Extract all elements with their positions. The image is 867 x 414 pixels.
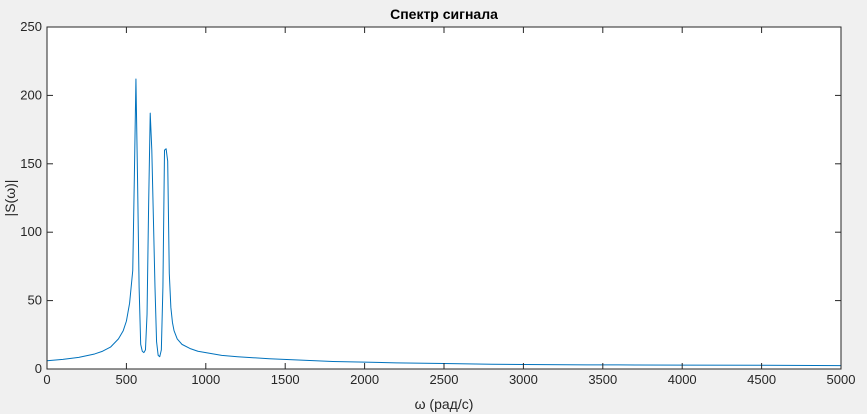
y-axis-label: |S(ω)|: [2, 180, 18, 217]
x-tick-label: 5000: [827, 372, 856, 387]
y-tick-label: 150: [20, 156, 42, 171]
axes-box: [46, 26, 842, 370]
x-tick-label: 0: [43, 372, 50, 387]
tick-layer: 0 500 1000 1500 2000 2500 3000 3500 4000 4500 5000…: [20, 19, 855, 387]
x-tick-label: 4000: [668, 372, 697, 387]
x-tick-label: 1000: [191, 372, 220, 387]
x-tick-label: 3500: [588, 372, 617, 387]
y-tick-label: 50: [28, 293, 42, 308]
chart-title: Спектр сигнала: [390, 6, 498, 22]
y-tick-label: 250: [20, 19, 42, 34]
y-tick-label: 200: [20, 87, 42, 102]
spectrum-line: [46, 78, 842, 367]
x-tick-label: 2000: [350, 372, 379, 387]
data-layer: [46, 78, 842, 367]
x-tick-label: 500: [116, 372, 138, 387]
x-tick-label: 1500: [271, 372, 300, 387]
plot-area: [47, 27, 841, 369]
x-tick-label: 3000: [509, 372, 538, 387]
y-tick-label: 100: [20, 224, 42, 239]
y-tick-label: 0: [35, 361, 42, 376]
x-tick-label: 4500: [747, 372, 776, 387]
x-axis-label: ω (рад/с): [415, 396, 474, 412]
x-tick-label: 2500: [430, 372, 459, 387]
